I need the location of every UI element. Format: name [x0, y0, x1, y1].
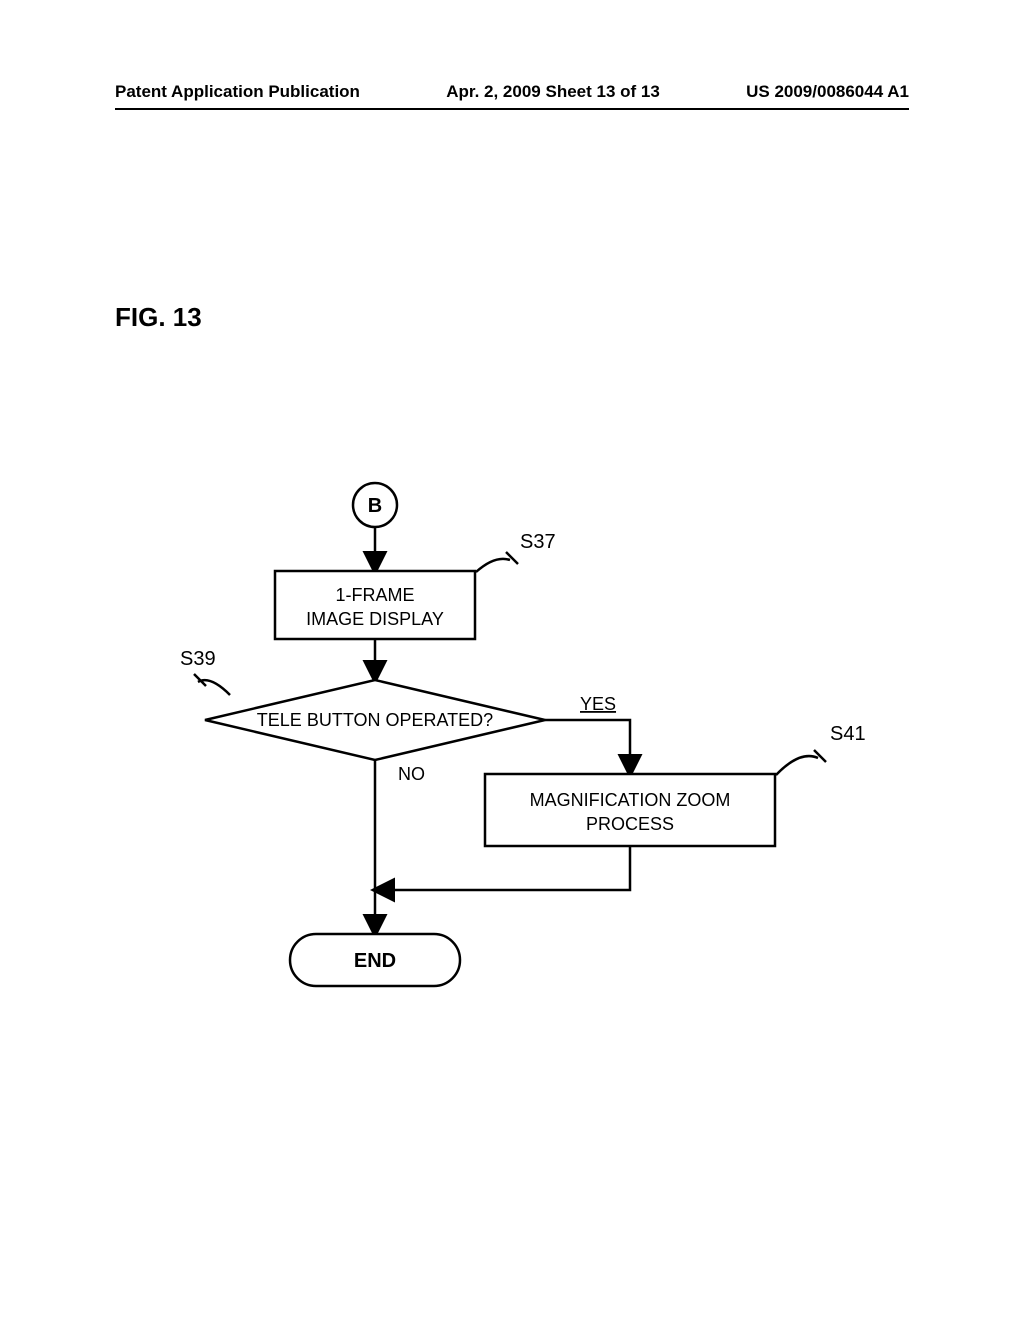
svg-text:S41: S41 [830, 723, 866, 745]
node-decision-s39: TELE BUTTON OPERATED? YES NO S39 [180, 648, 616, 784]
edge [375, 846, 630, 890]
svg-text:IMAGE DISPLAY: IMAGE DISPLAY [306, 609, 444, 629]
flowchart: B 1-FRAME IMAGE DISPLAY S37 TELE BUTTON OPER… [150, 470, 890, 1030]
edge [545, 720, 630, 774]
node-process-s41: MAGNIFICATION ZOOM PROCESS S41 [485, 723, 866, 846]
figure-label: FIG. 13 [115, 302, 202, 333]
svg-text:B: B [368, 495, 382, 517]
svg-text:1-FRAME: 1-FRAME [335, 585, 414, 605]
svg-text:YES: YES [580, 694, 616, 714]
header-left: Patent Application Publication [115, 82, 360, 102]
svg-text:PROCESS: PROCESS [586, 814, 674, 834]
header-right: US 2009/0086044 A1 [746, 82, 909, 102]
svg-text:S37: S37 [520, 531, 556, 553]
node-terminator-end: END [290, 934, 460, 986]
page-header: Patent Application Publication Apr. 2, 2… [115, 82, 909, 102]
header-rule [115, 108, 909, 110]
node-process-s37: 1-FRAME IMAGE DISPLAY S37 [275, 531, 556, 639]
svg-text:NO: NO [398, 764, 425, 784]
node-connector-b: B [353, 483, 397, 527]
svg-text:END: END [354, 950, 396, 972]
header-center: Apr. 2, 2009 Sheet 13 of 13 [446, 82, 660, 102]
svg-text:S39: S39 [180, 648, 216, 670]
svg-text:TELE BUTTON OPERATED?: TELE BUTTON OPERATED? [257, 710, 493, 730]
svg-text:MAGNIFICATION ZOOM: MAGNIFICATION ZOOM [530, 790, 731, 810]
